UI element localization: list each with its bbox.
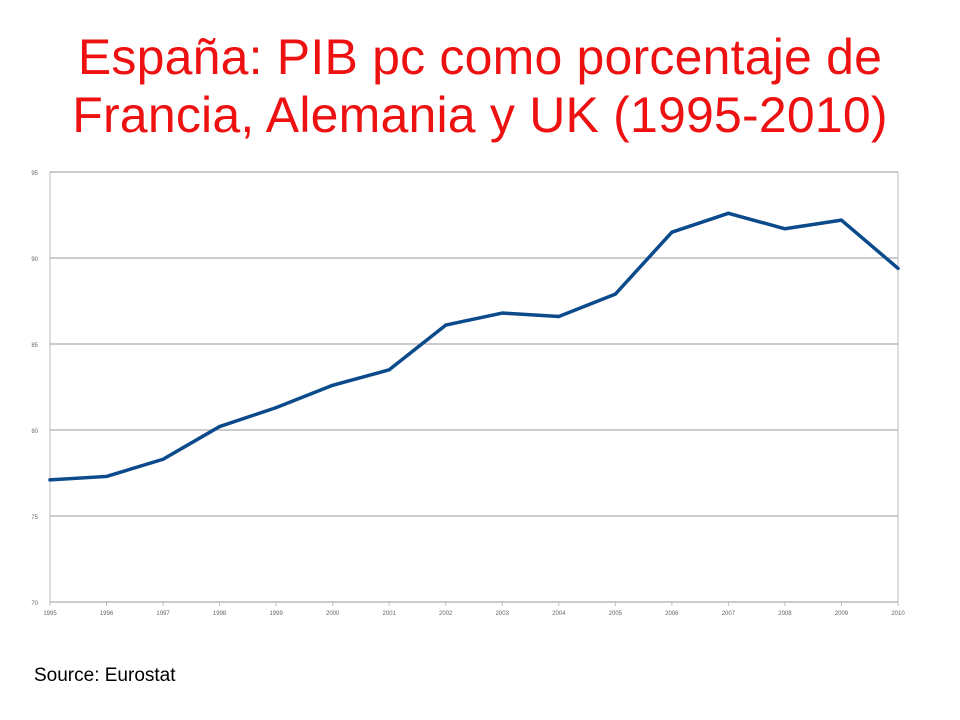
x-tick-label: 2003 bbox=[496, 611, 510, 617]
data-point-1998 bbox=[218, 424, 222, 429]
y-tick-label: 75 bbox=[31, 515, 38, 521]
series-line bbox=[48, 211, 900, 482]
data-point-2010 bbox=[896, 266, 900, 270]
slide-title: España: PIB pc como porcentaje de Franci… bbox=[20, 28, 940, 144]
chart-area: 70 75 80 85 90 95 1995 1996 1997 1998 1999 2000 200… bbox=[0, 160, 960, 640]
x-tick-label: 2008 bbox=[778, 611, 792, 617]
data-point-1997 bbox=[161, 457, 165, 461]
data-point-2007 bbox=[726, 211, 731, 215]
title-line-1: España: PIB pc como porcentaje de bbox=[77, 29, 883, 85]
data-point-2002 bbox=[444, 323, 448, 327]
data-point-2004 bbox=[557, 314, 561, 319]
series-layer bbox=[48, 211, 900, 482]
data-point-2003 bbox=[500, 311, 504, 315]
source-note: Source: Eurostat bbox=[34, 665, 176, 686]
x-tick-labels: 1995 1996 1997 1998 1999 2000 2001 2002 2003 2004… bbox=[43, 602, 905, 617]
data-point-1999 bbox=[274, 406, 278, 410]
data-point-2005 bbox=[613, 292, 617, 296]
y-tick-label: 90 bbox=[31, 257, 38, 263]
y-tick-label: 80 bbox=[31, 429, 38, 435]
x-tick-label: 1996 bbox=[100, 611, 114, 617]
y-tick-label: 70 bbox=[31, 601, 38, 607]
x-tick-label: 2009 bbox=[835, 611, 849, 617]
data-point-2001 bbox=[387, 368, 391, 372]
x-tick-label: 2001 bbox=[383, 611, 397, 617]
data-point-1996 bbox=[104, 474, 109, 479]
x-tick-label: 1997 bbox=[156, 611, 170, 617]
x-tick-label: 2000 bbox=[326, 611, 340, 617]
x-tick-label: 2005 bbox=[609, 611, 623, 617]
x-tick-label: 1999 bbox=[269, 611, 283, 617]
data-point-1995 bbox=[48, 478, 52, 482]
plot-frame bbox=[49, 171, 899, 603]
data-point-2000 bbox=[331, 383, 335, 387]
x-tick-label: 1995 bbox=[43, 611, 57, 617]
x-tick-label: 2004 bbox=[552, 611, 566, 617]
data-point-2009 bbox=[839, 218, 844, 222]
x-tick-label: 2002 bbox=[439, 611, 453, 617]
y-tick-labels: 70 75 80 85 90 95 bbox=[31, 171, 38, 607]
x-tick-label: 2007 bbox=[722, 611, 736, 617]
line-chart: 70 75 80 85 90 95 1995 1996 1997 1998 1999 2000 200… bbox=[31, 171, 905, 617]
y-tick-label: 95 bbox=[31, 171, 38, 177]
x-tick-label: 1998 bbox=[213, 611, 227, 617]
y-tick-label: 85 bbox=[31, 343, 38, 349]
x-tick-label: 2006 bbox=[665, 611, 679, 617]
x-tick-label: 2010 bbox=[891, 611, 905, 617]
gridlines bbox=[50, 171, 898, 603]
data-point-2008 bbox=[783, 227, 787, 231]
title-line-2: Francia, Alemania y UK (1995-2010) bbox=[72, 87, 888, 143]
data-point-2006 bbox=[670, 230, 674, 234]
